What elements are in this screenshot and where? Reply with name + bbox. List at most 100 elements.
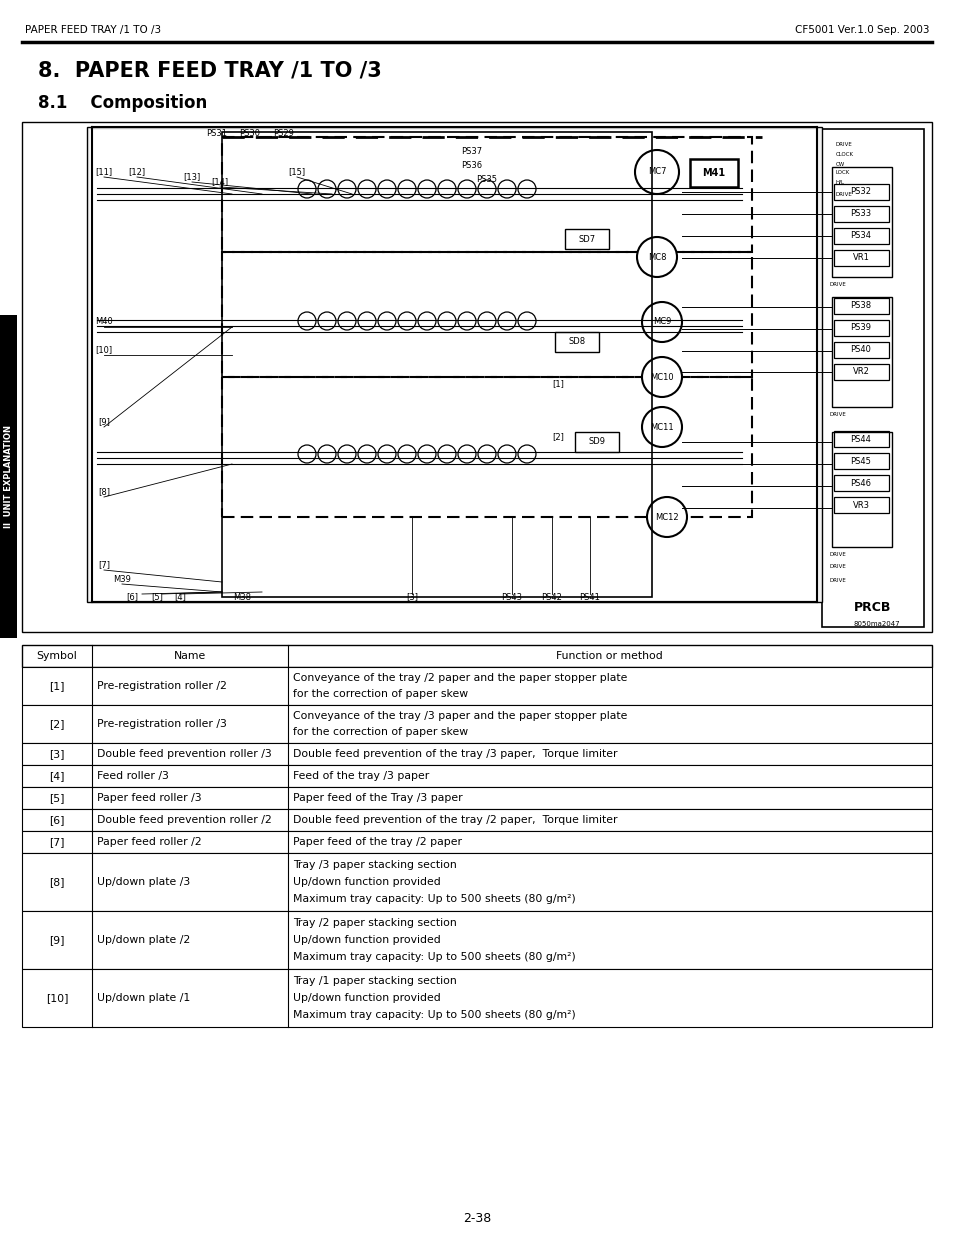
Text: Up/down function provided: Up/down function provided xyxy=(293,993,440,1003)
Text: Tray /2 paper stacking section: Tray /2 paper stacking section xyxy=(293,919,456,929)
Text: PS32: PS32 xyxy=(850,188,871,196)
Bar xyxy=(22,764,931,787)
Bar xyxy=(831,296,891,408)
Circle shape xyxy=(646,496,686,537)
Text: SD7: SD7 xyxy=(578,235,595,243)
Bar xyxy=(831,432,891,547)
Text: PS34: PS34 xyxy=(850,231,871,241)
Circle shape xyxy=(641,408,681,447)
Bar xyxy=(0,315,17,638)
Circle shape xyxy=(297,312,315,330)
Circle shape xyxy=(437,445,456,463)
Bar xyxy=(833,475,888,492)
Bar xyxy=(564,228,608,249)
Text: [8]: [8] xyxy=(98,488,110,496)
Text: PS36: PS36 xyxy=(461,162,482,170)
Bar xyxy=(22,705,931,743)
Text: PRCB: PRCB xyxy=(854,601,891,614)
Text: H/L: H/L xyxy=(835,179,844,184)
Text: M41: M41 xyxy=(701,168,725,178)
Text: Up/down plate /1: Up/down plate /1 xyxy=(97,993,190,1003)
Text: [5]: [5] xyxy=(151,593,163,601)
Text: [13]: [13] xyxy=(183,173,200,182)
Circle shape xyxy=(297,445,315,463)
Circle shape xyxy=(317,445,335,463)
Text: [6]: [6] xyxy=(126,593,138,601)
Text: PS44: PS44 xyxy=(850,435,870,443)
Text: Maximum tray capacity: Up to 500 sheets (80 g/m²): Maximum tray capacity: Up to 500 sheets … xyxy=(293,894,575,904)
Text: DRIVE: DRIVE xyxy=(829,578,846,583)
Text: Double feed prevention roller /2: Double feed prevention roller /2 xyxy=(97,815,272,825)
Text: [3]: [3] xyxy=(406,593,417,601)
Text: M40: M40 xyxy=(95,317,112,326)
Text: [3]: [3] xyxy=(50,748,65,760)
Circle shape xyxy=(397,180,416,198)
Text: [9]: [9] xyxy=(98,417,110,426)
Text: Name: Name xyxy=(173,651,206,661)
Circle shape xyxy=(437,312,456,330)
Bar xyxy=(833,453,888,469)
Text: DRIVE: DRIVE xyxy=(829,282,846,287)
Text: Feed roller /3: Feed roller /3 xyxy=(97,771,169,781)
Bar xyxy=(22,787,931,809)
Text: Up/down plate /2: Up/down plate /2 xyxy=(97,935,190,945)
Bar xyxy=(689,159,738,186)
Text: DRIVE: DRIVE xyxy=(835,142,852,147)
Bar xyxy=(833,228,888,245)
Bar xyxy=(555,332,598,352)
Bar xyxy=(22,911,931,969)
Text: [10]: [10] xyxy=(46,993,69,1003)
Text: 2-38: 2-38 xyxy=(462,1212,491,1224)
Text: PS40: PS40 xyxy=(850,346,870,354)
Circle shape xyxy=(635,149,679,194)
Circle shape xyxy=(317,312,335,330)
Circle shape xyxy=(477,180,496,198)
Text: MC10: MC10 xyxy=(650,373,673,382)
Text: for the correction of paper skew: for the correction of paper skew xyxy=(293,726,467,736)
Text: [4]: [4] xyxy=(50,771,65,781)
Circle shape xyxy=(397,312,416,330)
Text: CF5001 Ver.1.0 Sep. 2003: CF5001 Ver.1.0 Sep. 2003 xyxy=(795,25,929,35)
Circle shape xyxy=(477,445,496,463)
Circle shape xyxy=(417,180,436,198)
Text: PS33: PS33 xyxy=(849,210,871,219)
Circle shape xyxy=(517,180,536,198)
Bar xyxy=(222,137,751,252)
Text: VR3: VR3 xyxy=(852,500,868,510)
Text: VR1: VR1 xyxy=(852,253,868,263)
Text: [7]: [7] xyxy=(50,837,65,847)
Bar xyxy=(831,167,891,277)
Bar xyxy=(22,645,931,667)
Text: PS31: PS31 xyxy=(206,130,227,138)
Text: [2]: [2] xyxy=(50,719,65,729)
Text: DRIVE: DRIVE xyxy=(829,411,846,416)
Text: DRIVE: DRIVE xyxy=(829,564,846,569)
Text: [12]: [12] xyxy=(129,168,146,177)
Circle shape xyxy=(497,445,516,463)
Text: [1]: [1] xyxy=(50,680,65,692)
Text: PS29: PS29 xyxy=(274,130,294,138)
Bar xyxy=(22,122,931,632)
Text: Tray /1 paper stacking section: Tray /1 paper stacking section xyxy=(293,977,456,987)
Text: DRIVE: DRIVE xyxy=(829,552,846,557)
Text: LOCK: LOCK xyxy=(835,170,849,175)
Text: [6]: [6] xyxy=(50,815,65,825)
Circle shape xyxy=(357,445,375,463)
Text: [1]: [1] xyxy=(552,379,563,389)
Text: [4]: [4] xyxy=(173,593,186,601)
Text: M38: M38 xyxy=(233,593,251,601)
Text: PS41: PS41 xyxy=(579,593,599,601)
Text: Function or method: Function or method xyxy=(556,651,662,661)
Text: [10]: [10] xyxy=(95,346,112,354)
Text: 8.1    Composition: 8.1 Composition xyxy=(38,94,207,112)
Text: PS35: PS35 xyxy=(476,175,497,184)
Text: [15]: [15] xyxy=(288,168,305,177)
Text: MC12: MC12 xyxy=(655,513,679,521)
Bar xyxy=(833,342,888,358)
Bar xyxy=(222,377,751,517)
Text: MC7: MC7 xyxy=(647,168,665,177)
Circle shape xyxy=(497,180,516,198)
Circle shape xyxy=(641,357,681,396)
Bar xyxy=(90,130,817,600)
Text: Up/down function provided: Up/down function provided xyxy=(293,935,440,945)
